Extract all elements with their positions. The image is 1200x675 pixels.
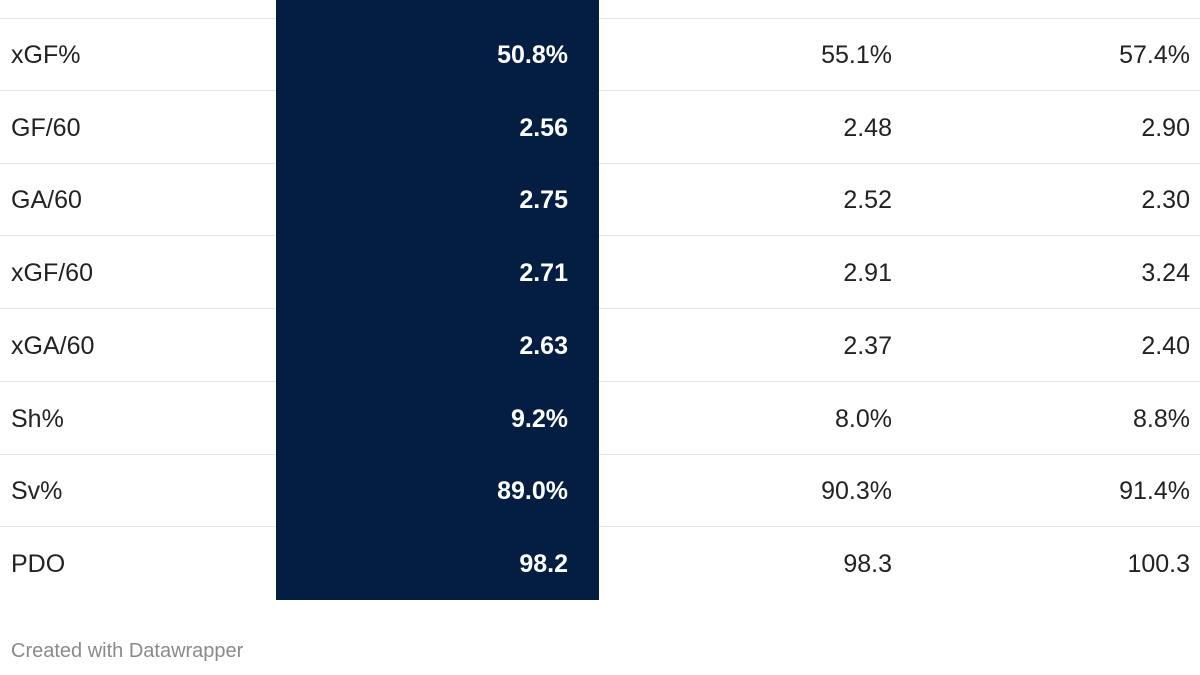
value-cell: 3.24: [1141, 259, 1190, 288]
table-row: Sv% 89.0% 90.3% 91.4%: [0, 455, 1200, 528]
value-cell: 2.91: [843, 259, 892, 288]
row-divider-mask: [276, 526, 599, 528]
row-divider: [0, 90, 1200, 91]
row-divider-mask: [276, 308, 599, 310]
row-divider: [0, 380, 1200, 382]
row-divider-mask: [276, 162, 599, 164]
row-divider-mask: [276, 453, 599, 455]
value-cell: 91.4%: [1119, 477, 1190, 506]
value-cell: 90.3%: [821, 477, 892, 506]
table-row: xGF/60 2.71 2.91 3.24: [0, 237, 1200, 310]
highlighted-value-cell: 98.2: [519, 549, 568, 578]
value-cell: 2.30: [1141, 186, 1190, 215]
value-cell: 8.8%: [1133, 404, 1190, 433]
row-divider: [0, 308, 1200, 310]
highlighted-value-cell: 2.71: [519, 259, 568, 288]
row-divider: [0, 453, 1200, 455]
table-row: GA/60 2.75 2.52 2.30: [0, 164, 1200, 237]
value-cell: 2.40: [1141, 331, 1190, 360]
value-cell: 57.4%: [1119, 41, 1190, 69]
metric-label: PDO: [11, 549, 66, 578]
highlighted-value-cell: 89.0%: [497, 477, 568, 506]
table-row: Sh% 9.2% 8.0% 8.8%: [0, 383, 1200, 455]
top-divider-left: [0, 18, 276, 19]
table-row: xGA/60 2.63 2.37 2.40: [0, 310, 1200, 382]
metric-label: xGF%: [11, 41, 81, 69]
row-divider-mask: [276, 380, 599, 382]
row-divider: [0, 235, 1200, 237]
value-cell: 8.0%: [835, 404, 892, 433]
value-cell: 98.3: [843, 549, 892, 578]
metric-label: xGA/60: [11, 331, 95, 360]
highlighted-value-cell: 2.75: [519, 186, 568, 215]
datawrapper-credit: Created with Datawrapper: [11, 640, 244, 662]
table-row: xGF% 50.8% 55.1% 57.4%: [0, 19, 1200, 91]
row-divider-mask: [276, 90, 599, 91]
top-divider-right: [599, 18, 1200, 19]
value-cell: 100.3: [1127, 549, 1190, 578]
row-divider: [0, 162, 1200, 164]
highlighted-value-cell: 2.63: [519, 331, 568, 360]
highlighted-value-cell: 9.2%: [511, 404, 568, 433]
value-cell: 2.48: [843, 113, 892, 142]
metric-label: Sv%: [11, 477, 63, 506]
row-divider: [0, 526, 1200, 528]
highlighted-column: [276, 0, 599, 600]
table-row: GF/60 2.56 2.48 2.90: [0, 92, 1200, 164]
value-cell: 55.1%: [821, 41, 892, 69]
metric-label: GA/60: [11, 186, 82, 215]
highlighted-value-cell: 2.56: [519, 113, 568, 142]
metric-label: Sh%: [11, 404, 64, 433]
highlighted-value-cell: 50.8%: [497, 41, 568, 69]
value-cell: 2.52: [843, 186, 892, 215]
table-row: PDO 98.2 98.3 100.3: [0, 528, 1200, 600]
value-cell: 2.37: [843, 331, 892, 360]
row-divider-mask: [276, 235, 599, 237]
value-cell: 2.90: [1141, 113, 1190, 142]
metric-label: GF/60: [11, 113, 81, 142]
metric-label: xGF/60: [11, 259, 93, 288]
